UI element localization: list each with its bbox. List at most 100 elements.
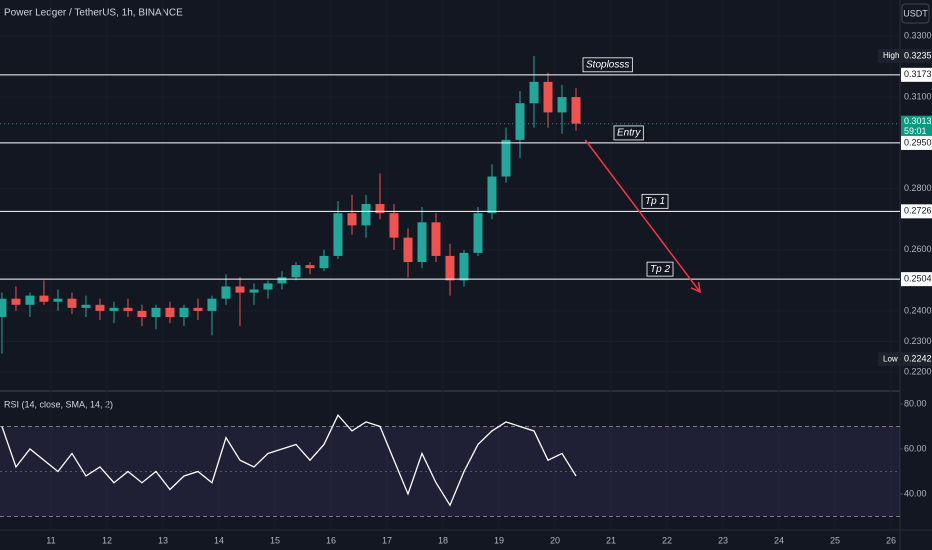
x-tick-label: 20 <box>550 535 560 545</box>
candle-body <box>53 298 63 302</box>
level-value: 0.2950 <box>904 137 932 147</box>
candle-body <box>403 237 413 263</box>
x-tick-label: 13 <box>158 535 168 545</box>
candle-body <box>571 97 581 124</box>
level-label: Entry <box>617 128 641 139</box>
level-label: Tp 1 <box>645 196 665 207</box>
candle-body <box>221 286 231 299</box>
level-label-box <box>641 193 669 209</box>
level-badge <box>901 272 932 287</box>
candle-body <box>543 81 553 113</box>
candle-body <box>515 103 525 140</box>
x-tick-label: 12 <box>102 535 112 545</box>
x-tick-label: 26 <box>886 535 896 545</box>
candle-body <box>487 176 497 214</box>
low_mark-badge <box>878 352 932 367</box>
candle-body <box>11 298 21 305</box>
candle-body <box>277 277 287 284</box>
x-tick-label: 23 <box>718 535 728 545</box>
candle-body <box>67 298 77 308</box>
candle-body <box>263 283 273 290</box>
x-tick-label: 16 <box>326 535 336 545</box>
currency-label[interactable]: USDT <box>903 8 928 18</box>
y-tick-label: 0.3300 <box>904 30 932 40</box>
candle-body <box>207 298 217 311</box>
rsi-line <box>1 414 577 507</box>
candle-body <box>333 213 343 256</box>
candle-body <box>165 307 175 318</box>
candle-body <box>81 304 91 308</box>
candle-body <box>249 289 259 293</box>
x-tick-label: 14 <box>214 535 224 545</box>
candle-body <box>193 307 203 311</box>
last-price-badge <box>901 115 932 138</box>
level-badge <box>901 204 932 219</box>
level-value: 0.2726 <box>904 206 932 216</box>
level-value: 0.2504 <box>904 274 932 284</box>
candle-body <box>473 213 483 253</box>
high_mark-badge <box>878 48 932 63</box>
level-badge <box>901 135 932 150</box>
y-tick-label: 0.2400 <box>904 305 932 315</box>
candle-body <box>137 310 147 318</box>
candle-body <box>151 307 161 318</box>
candle-body <box>389 213 399 238</box>
x-tick-label: 17 <box>382 535 392 545</box>
candle-body <box>0 298 7 318</box>
y-tick-label: 0.3100 <box>904 91 932 101</box>
level-label-box <box>646 261 674 277</box>
y-tick-label: 0.2300 <box>904 336 932 346</box>
level-label-box <box>582 57 633 73</box>
candle-body <box>501 139 511 177</box>
candle-body <box>529 81 539 104</box>
candle-body <box>123 307 133 311</box>
low_mark-value: 0.2242 <box>904 354 932 364</box>
x-tick-label: 22 <box>662 535 672 545</box>
x-tick-label: 19 <box>494 535 504 545</box>
candle-body <box>445 255 455 281</box>
y-tick-label: 40.00 <box>904 488 927 498</box>
currency-button[interactable] <box>901 3 930 24</box>
level-label-box <box>613 125 644 141</box>
level-label: Tp 2 <box>650 264 670 275</box>
candle-body <box>375 204 385 214</box>
x-tick-label: 25 <box>830 535 840 545</box>
candle-body <box>235 286 245 293</box>
candle-body <box>431 222 441 256</box>
high_mark-label: High <box>883 51 899 60</box>
candle-body <box>347 213 357 226</box>
candle-body <box>557 97 567 113</box>
level-badge <box>901 67 932 82</box>
y-tick-label: 60.00 <box>904 443 927 453</box>
level-label: Stoplosss <box>586 59 629 70</box>
candle-body <box>319 255 329 269</box>
candle-body <box>305 265 315 269</box>
x-tick-label: 24 <box>774 535 784 545</box>
x-tick-label: 15 <box>270 535 280 545</box>
candle-body <box>361 204 371 226</box>
high_mark-value: 0.3235 <box>904 50 932 60</box>
x-tick-label: 18 <box>438 535 448 545</box>
y-tick-label: 0.2800 <box>904 183 932 193</box>
low_mark-label: Low <box>883 354 898 363</box>
rsi-title: RSI (14, close, SMA, 14, 2) <box>4 399 113 409</box>
y-tick-label: 0.2600 <box>904 244 932 254</box>
y-tick-label: 80.00 <box>904 398 927 408</box>
candle-body <box>39 295 49 302</box>
candle-body <box>291 265 301 278</box>
level-value: 0.3173 <box>904 69 932 79</box>
candle-body <box>95 304 105 311</box>
candle-body <box>109 307 119 311</box>
candle-body <box>459 252 469 281</box>
candle-body <box>179 307 189 318</box>
countdown: 59:01 <box>904 126 927 136</box>
arrow-head <box>690 281 702 294</box>
candle-body <box>25 295 35 305</box>
chart-title: Power Ledger / TetherUS, 1h, BINANCE <box>4 8 183 19</box>
candle-body <box>417 222 427 263</box>
trade-arrow <box>584 139 701 293</box>
last-price: 0.3013 <box>904 116 932 126</box>
y-tick-label: 0.2200 <box>904 366 932 376</box>
x-tick-label: 21 <box>606 535 616 545</box>
